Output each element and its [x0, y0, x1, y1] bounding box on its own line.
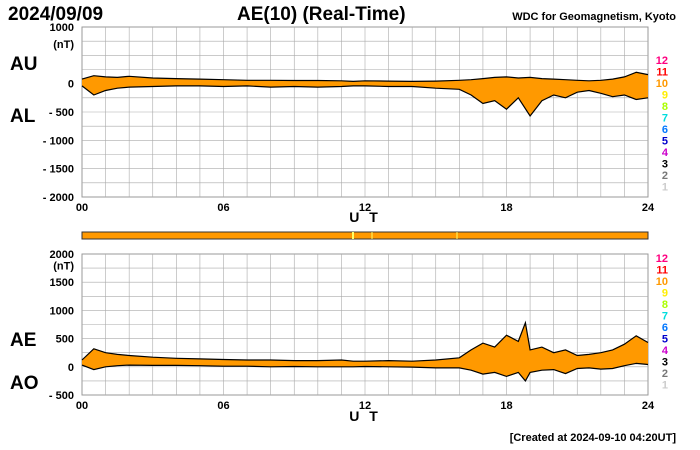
legend-entry: 3: [662, 159, 668, 171]
legend-entry: 10: [656, 78, 668, 90]
data-coverage-bar: [81, 231, 649, 240]
y-tick-label: (nT): [53, 260, 74, 272]
legend-entry: 4: [662, 345, 669, 357]
legend-entry: 10: [656, 276, 668, 288]
x-tick-label: 18: [500, 400, 512, 412]
legend-entry: 7: [662, 113, 668, 125]
created-timestamp: [Created at 2024-09-10 04:20UT]: [509, 432, 676, 444]
y-tick-label: (nT): [53, 39, 74, 51]
legend-entry: 1: [662, 380, 668, 392]
y-tick-label: - 500: [49, 107, 74, 119]
organization-label: WDC for Geomagnetism, Kyoto: [512, 11, 676, 23]
legend-entry: 5: [662, 334, 668, 346]
legend-entry: 12: [656, 253, 668, 265]
x-tick-label: 06: [217, 202, 229, 214]
legend-entry: 3: [662, 357, 668, 369]
x-tick-label: 00: [76, 400, 88, 412]
x-tick-label: 12: [359, 400, 371, 412]
y-tick-label: 500: [56, 334, 74, 346]
index-band-fill: [82, 322, 648, 381]
x-axis-label: U T: [349, 408, 381, 424]
series-line-al: [81, 85, 649, 118]
x-tick-label: 24: [642, 400, 655, 412]
series-line-ao: [81, 362, 649, 382]
y-tick-label: 1000: [50, 22, 74, 34]
series-line-au: [81, 71, 649, 83]
legend-entry: 4: [662, 147, 669, 159]
y-tick-label: - 1500: [43, 164, 74, 176]
upper-index-label: AE: [10, 330, 36, 351]
y-tick-label: 0: [68, 79, 74, 91]
legend-entry: 9: [662, 90, 668, 102]
legend-entry: 11: [656, 265, 668, 277]
x-tick-label: 18: [500, 202, 512, 214]
y-tick-label: - 2000: [43, 192, 74, 204]
x-tick-label: 12: [359, 202, 371, 214]
x-tick-label: 24: [642, 202, 655, 214]
chart-title: AE(10) (Real-Time): [237, 4, 406, 25]
legend-entry: 8: [662, 101, 668, 113]
legend-entry: 9: [662, 288, 668, 300]
date-label: 2024/09/09: [8, 4, 104, 25]
lower-index-label: AO: [10, 373, 39, 394]
x-axis-label: U T: [349, 209, 381, 225]
x-tick-label: 06: [217, 400, 229, 412]
lower-index-label: AL: [10, 106, 36, 127]
index-band-fill: [82, 72, 648, 116]
legend-entry: 6: [662, 124, 668, 136]
legend-entry: 2: [662, 368, 668, 380]
x-tick-label: 00: [76, 202, 88, 214]
legend-entry: 6: [662, 322, 668, 334]
y-tick-label: 0: [68, 362, 74, 374]
legend-entry: 8: [662, 299, 668, 311]
legend-entry: 1: [662, 182, 668, 194]
legend-entry: 7: [662, 311, 668, 323]
y-tick-label: 1000: [50, 305, 74, 317]
legend-entry: 5: [662, 136, 668, 148]
upper-index-label: AU: [10, 54, 37, 75]
legend-entry: 12: [656, 55, 668, 67]
series-line-ae: [81, 320, 649, 362]
legend-entry: 2: [662, 170, 668, 182]
legend-entry: 11: [656, 67, 668, 79]
y-tick-label: 1500: [50, 277, 74, 289]
y-tick-label: 2000: [50, 249, 74, 261]
y-tick-label: - 1000: [43, 135, 74, 147]
y-tick-label: - 500: [49, 390, 74, 402]
